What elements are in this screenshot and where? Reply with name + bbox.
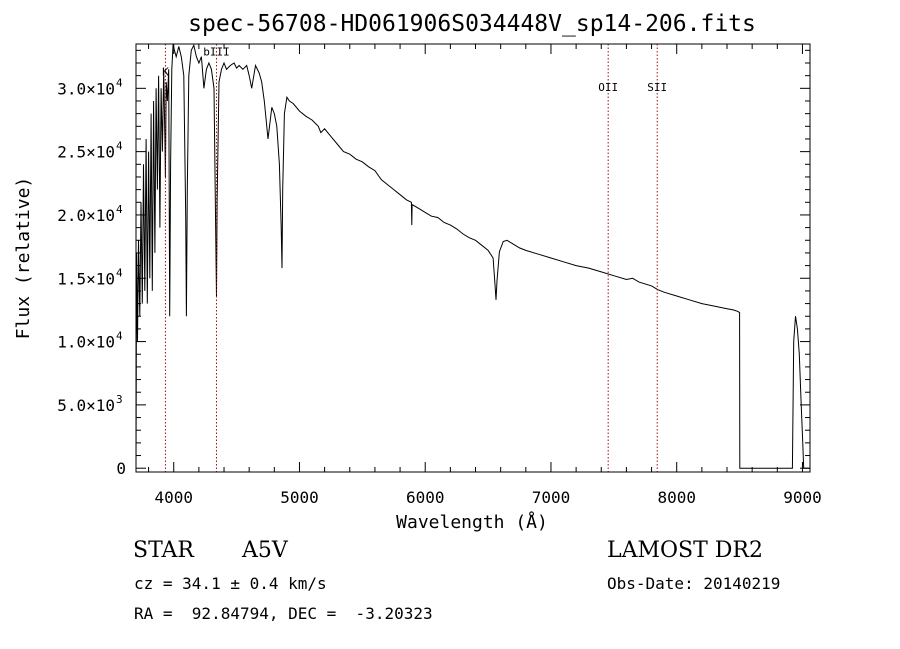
y-tick-exponent: 4	[116, 266, 123, 279]
y-tick-label: 2.0×10	[57, 206, 115, 225]
spectrum-line	[135, 43, 810, 469]
y-tick-exponent: 4	[116, 140, 123, 153]
survey-name: LAMOST DR2	[607, 538, 763, 563]
y-tick-label: 1.0×10	[57, 333, 115, 352]
y-tick-exponent: 4	[116, 76, 123, 89]
coordinates: RA = 92.84794, DEC = -3.20323	[134, 604, 433, 623]
x-tick-label: 5000	[280, 488, 319, 507]
y-tick-exponent: 3	[116, 393, 123, 406]
line-marker-label-sii: SII	[647, 81, 667, 94]
observation-date: Obs-Date: 20140219	[607, 574, 781, 593]
y-tick-exponent: 4	[116, 203, 123, 216]
spectral-subclass: A5V	[242, 538, 288, 563]
y-axis: 05.0×10 31.0×10 41.5×10 42.0×10 42.5×10 43.0×…	[57, 49, 810, 478]
y-tick-label: 2.5×10	[57, 143, 115, 162]
y-tick-label: 5.0×10	[57, 396, 115, 415]
x-tick-label: 4000	[154, 488, 193, 507]
object-class: STAR	[133, 538, 194, 563]
x-tick-label: 9000	[783, 488, 822, 507]
line-marker-label-k: K	[162, 66, 169, 79]
x-tick-label: 7000	[532, 488, 571, 507]
x-tick-label: 8000	[657, 488, 696, 507]
y-tick-label: 3.0×10	[57, 79, 115, 98]
y-tick-label: 1.5×10	[57, 269, 115, 288]
x-tick-label: 6000	[406, 488, 445, 507]
y-tick-label: 0	[116, 459, 126, 478]
line-marker-label-oii: OII	[598, 81, 618, 94]
y-tick-exponent: 4	[116, 330, 123, 343]
redshift-cz: cz = 34.1 ± 0.4 km/s	[134, 574, 327, 593]
spectrum-line-layer	[135, 43, 810, 469]
line-marker-label-biii: bIII	[203, 45, 230, 58]
y-axis-label: Flux (relative)	[13, 177, 34, 340]
chart-title: spec-56708-HD061906S034448V_sp14-206.fit…	[188, 11, 756, 37]
x-axis-label: Wavelength (Å)	[396, 511, 548, 533]
x-axis: 4000 5000 6000 7000 8000 9000	[148, 44, 822, 507]
plot-frame	[135, 43, 811, 473]
